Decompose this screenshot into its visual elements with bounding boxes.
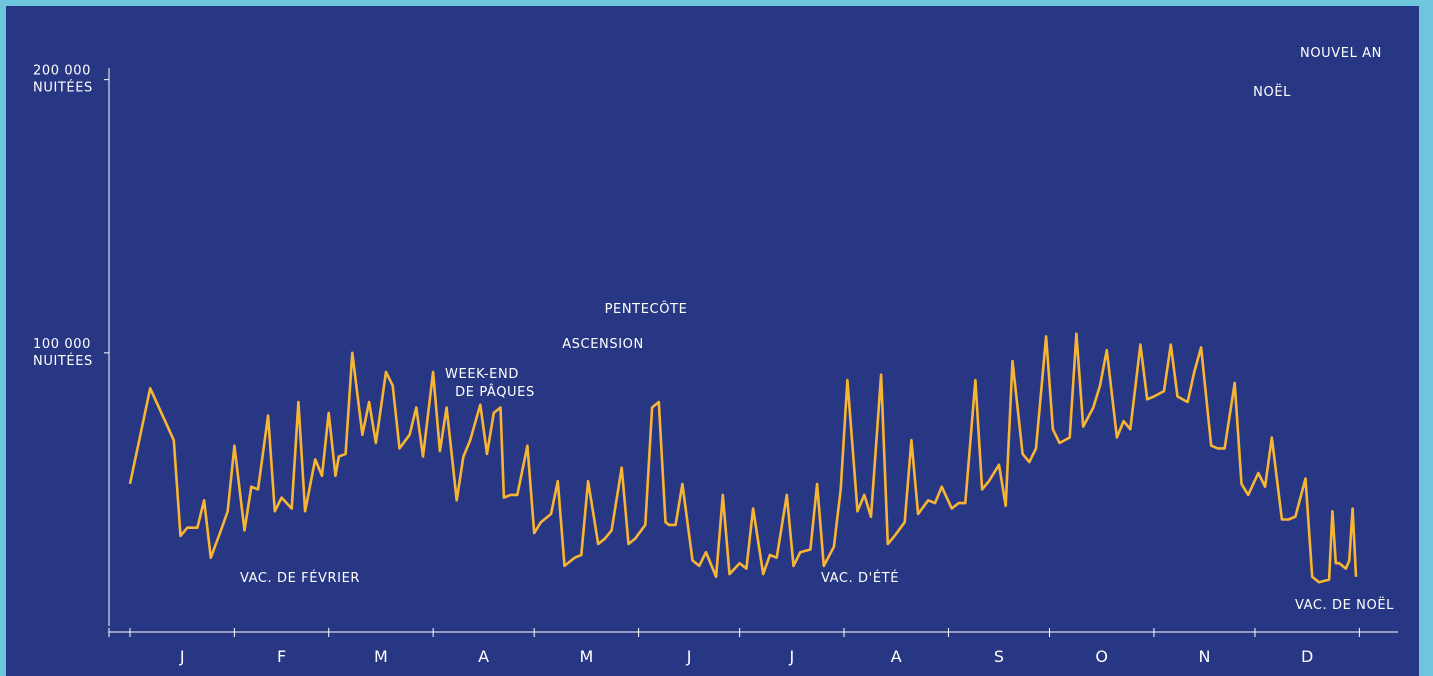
y-tick-label: 100 000 bbox=[33, 337, 91, 352]
annotation-vac-fevrier: VAC. DE FÉVRIER bbox=[240, 570, 360, 586]
x-tick-label: O bbox=[1095, 647, 1108, 666]
y-tick-label: 200 000 bbox=[33, 64, 91, 79]
series-line bbox=[128, 332, 1358, 584]
annotation-paques-line2: DE PÂQUES bbox=[455, 384, 535, 400]
annotation-pentecote: PENTECÔTE bbox=[605, 301, 688, 317]
x-tick-label: D bbox=[1301, 647, 1313, 666]
y-tick-unit: NUITÉES bbox=[33, 80, 93, 96]
x-tick-label: J bbox=[788, 647, 794, 666]
annotation-vac-ete: VAC. D'ÉTÉ bbox=[821, 570, 899, 586]
x-tick-label: J bbox=[179, 647, 185, 666]
x-tick-label: S bbox=[994, 647, 1004, 666]
annotations: VAC. DE FÉVRIER WEEK-END DE PÂQUES ASCEN… bbox=[240, 46, 1394, 613]
x-tick-label: M bbox=[579, 647, 593, 666]
x-tick-label: F bbox=[277, 647, 286, 666]
x-tick-label: J bbox=[686, 647, 692, 666]
x-tick-label: N bbox=[1198, 647, 1210, 666]
annotation-paques-line1: WEEK-END bbox=[445, 367, 519, 382]
annotation-noel: NOËL bbox=[1253, 84, 1291, 100]
annotation-nouvel-an: NOUVEL AN bbox=[1300, 46, 1382, 61]
y-tick-unit: NUITÉES bbox=[33, 353, 93, 369]
annotation-ascension: ASCENSION bbox=[562, 337, 644, 352]
x-tick-label: A bbox=[891, 647, 902, 666]
x-tick-label: A bbox=[478, 647, 489, 666]
x-tick-label: M bbox=[374, 647, 388, 666]
annotation-vac-noel: VAC. DE NOËL bbox=[1295, 597, 1394, 613]
